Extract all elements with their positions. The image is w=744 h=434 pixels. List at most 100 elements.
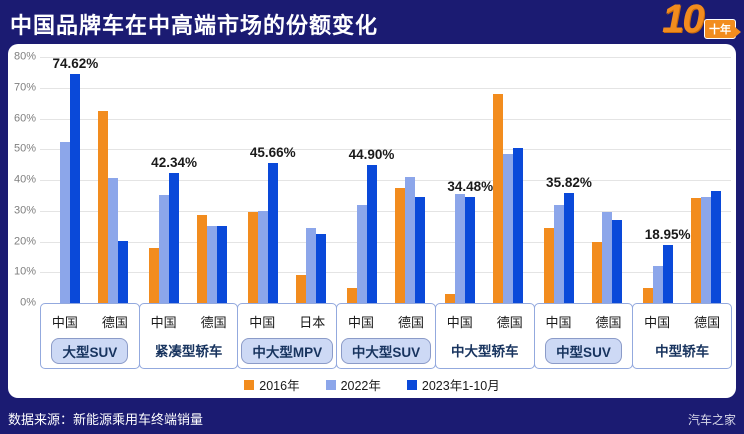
category-label: 中型SUV xyxy=(545,338,622,364)
country-labels: 中国 日本 xyxy=(246,312,328,331)
category-label: 大型SUV xyxy=(51,338,129,364)
bar-2016年-中国 xyxy=(543,227,554,303)
gridline xyxy=(40,149,731,151)
bar-2023年1-10月-德国 xyxy=(217,226,228,303)
bar-2016年-德国 xyxy=(493,93,504,303)
data-source-text: 数据来源：新能源乘用车终端销量 xyxy=(8,412,204,427)
y-tick-label: 60% xyxy=(13,112,36,124)
bar-2022年-中国 xyxy=(356,204,367,303)
bar-2023年1-10月-中国 xyxy=(70,73,81,303)
bar-group-大型SUV: 74.62% xyxy=(40,56,139,303)
bar-group-中型轿车: 18.95% xyxy=(632,57,731,303)
bar-cluster-德国 xyxy=(493,57,524,303)
bar-2023年1-10月-中国 xyxy=(169,172,180,303)
bar-2016年-中国 xyxy=(149,247,160,303)
category-label: 中型轿车 xyxy=(655,344,710,359)
bar-2022年-日本 xyxy=(305,227,316,303)
axis-cell-中型SUV: 中国 德国中型SUV xyxy=(533,303,634,369)
gridline xyxy=(40,210,731,212)
bar-group-中型SUV: 35.82% xyxy=(534,57,633,303)
bar-2022年-中国 xyxy=(257,211,268,303)
country-label: 日本 xyxy=(299,315,326,330)
bar-2016年-德国 xyxy=(690,198,701,303)
bar-group-中大型轿车: 34.48% xyxy=(435,57,534,303)
bar-cluster-中国: 34.48% xyxy=(445,57,493,303)
axis-cell-中型轿车: 中国 德国中型轿车 xyxy=(632,303,733,369)
bar-2022年-德国 xyxy=(108,178,119,303)
bar-2016年-德国 xyxy=(591,241,602,303)
bar-2016年-中国 xyxy=(642,287,653,303)
data-label: 18.95% xyxy=(644,226,691,242)
country-label: 德国 xyxy=(200,315,227,330)
bar-cluster-德国 xyxy=(197,57,228,303)
axis-cell-中大型轿车: 中国 德国 中大型轿车 xyxy=(434,303,535,369)
bar-2022年-中国 xyxy=(652,266,663,303)
gridline xyxy=(40,57,731,58)
bar-group-紧凑型轿车: 42.34% xyxy=(139,57,238,303)
bar-cluster-中国: 18.95% xyxy=(642,57,691,303)
y-tick-label: 0% xyxy=(20,296,36,309)
x-axis-label-strip: 中国 德国 大型SUV 中国 德国 紧凑型轿车 中国 日本 中大型MPV 中国 德国 中大型SUV 中国… xyxy=(40,303,733,369)
country-labels: 中国 德国 xyxy=(345,312,427,331)
legend-label: 2022年 xyxy=(340,379,381,393)
country-labels: 中国 德国 xyxy=(542,312,624,331)
bar-cluster-中国: 35.82% xyxy=(543,57,592,303)
bar-2022年-中国 xyxy=(159,195,170,303)
axis-cell-大型SUV: 中国 德国大型SUV xyxy=(40,303,140,369)
legend-label: 2023年1-10月 xyxy=(421,379,500,393)
y-tick-label: 80% xyxy=(13,50,36,63)
bar-2022年-德国 xyxy=(404,176,415,303)
data-label: 35.82% xyxy=(546,174,592,190)
bar-2023年1-10月-中国 xyxy=(563,192,574,303)
legend-swatch-icon xyxy=(244,379,255,390)
bar-cluster-德国 xyxy=(394,57,425,303)
bar-2023年1-10月-日本 xyxy=(315,233,326,303)
gridline xyxy=(40,272,731,274)
country-label: 德国 xyxy=(694,315,721,330)
bar-2016年-德国 xyxy=(197,215,208,303)
bar-2023年1-10月-中国 xyxy=(465,196,476,303)
bar-2016年-中国 xyxy=(445,293,456,303)
bar-2023年1-10月-德国 xyxy=(414,196,425,303)
country-label: 中国 xyxy=(446,315,473,330)
data-label: 74.62% xyxy=(52,55,99,71)
bar-cluster-中国: 74.62% xyxy=(50,56,98,303)
country-label: 德国 xyxy=(496,315,523,330)
country-labels: 中国 德国 xyxy=(641,312,723,331)
data-label: 44.90% xyxy=(348,146,395,162)
bar-2022年-德国 xyxy=(601,212,612,303)
bar-2022年-德国 xyxy=(503,153,514,303)
country-label: 中国 xyxy=(150,315,177,330)
plot-area: 74.62% 42.34% 45.66% 44.90% 34.48% 35.82% 18.9… xyxy=(40,56,731,303)
bar-2016年-日本 xyxy=(295,275,306,303)
axis-cell-中大型MPV: 中国 日本 中大型MPV xyxy=(237,303,338,369)
data-label: 45.66% xyxy=(249,144,296,160)
bar-cluster-德国 xyxy=(591,57,622,303)
bar-2023年1-10月-中国 xyxy=(267,162,278,303)
bar-group-中大型SUV: 44.90% xyxy=(336,57,435,303)
country-labels: 中国 德国 xyxy=(148,312,230,331)
bar-2022年-中国 xyxy=(455,193,466,303)
bar-2023年1-10月-中国 xyxy=(366,164,377,303)
country-label: 德国 xyxy=(101,315,128,330)
bar-2023年1-10月-德国 xyxy=(118,240,129,303)
y-tick-label: 40% xyxy=(13,173,36,186)
gridline xyxy=(40,87,731,89)
bar-2016年-中国 xyxy=(247,212,258,303)
y-tick-label: 20% xyxy=(13,235,36,247)
bar-2023年1-10月-中国 xyxy=(662,244,673,303)
bar-2022年-德国 xyxy=(207,225,218,303)
legend: 2016年 2022年 2023年1-10月 xyxy=(8,375,736,394)
bar-cluster-中国: 45.66% xyxy=(247,57,296,303)
footer-bar: 数据来源：新能源乘用车终端销量 汽车之家 xyxy=(0,398,744,434)
page-title: 中国品牌车在中高端市场的份额变化 xyxy=(10,13,379,38)
gridline xyxy=(40,180,731,181)
y-tick-label: 50% xyxy=(13,142,36,155)
country-labels: 中国 德国 xyxy=(49,312,131,331)
logo-badge-text: 十年 xyxy=(704,19,736,39)
bar-cluster-中国: 42.34% xyxy=(149,57,197,303)
axis-cell-紧凑型轿车: 中国 德国 紧凑型轿车 xyxy=(138,303,239,369)
bar-cluster-日本 xyxy=(295,57,326,303)
country-label: 中国 xyxy=(249,315,276,330)
country-label: 中国 xyxy=(51,315,78,330)
